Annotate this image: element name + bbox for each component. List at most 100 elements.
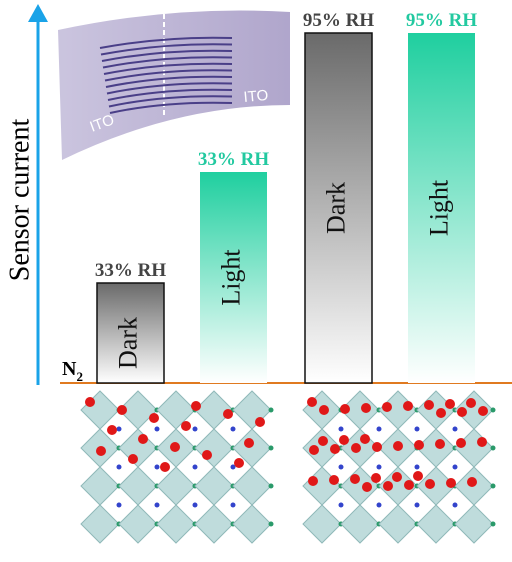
water: [435, 439, 445, 449]
atom: [268, 521, 274, 527]
water: [446, 478, 456, 488]
octahedron: [454, 504, 494, 544]
octahedron: [118, 466, 158, 506]
water: [382, 402, 392, 412]
octahedron: [156, 466, 196, 506]
water: [223, 409, 233, 419]
water: [149, 413, 159, 423]
bar-label: 95% RH: [406, 10, 477, 31]
molecule: [116, 426, 122, 432]
water: [329, 475, 339, 485]
octahedron: [232, 390, 272, 430]
water: [234, 458, 244, 468]
molecule: [338, 464, 344, 470]
molecule: [414, 464, 420, 470]
electrode-finger: [109, 101, 233, 114]
octahedron: [232, 466, 272, 506]
octahedron: [302, 504, 342, 544]
molecule: [154, 426, 160, 432]
molecule: [414, 426, 420, 432]
bar-inner-label: Dark: [113, 317, 142, 369]
water: [340, 404, 350, 414]
molecule: [414, 502, 420, 508]
octahedron: [194, 466, 234, 506]
bar: [200, 172, 267, 383]
bar: [96, 282, 165, 384]
water: [361, 403, 371, 413]
bar-inner-label: Light: [424, 179, 453, 236]
molecule: [452, 502, 458, 508]
octahedron: [156, 504, 196, 544]
molecule: [452, 464, 458, 470]
bar: [304, 32, 373, 384]
water: [362, 482, 372, 492]
atom: [268, 483, 274, 489]
water: [425, 479, 435, 489]
water: [96, 446, 106, 456]
octahedron: [378, 504, 418, 544]
water: [128, 454, 138, 464]
electrode-label: ITO: [243, 87, 269, 106]
water: [478, 406, 488, 416]
bar-label: 33% RH: [95, 260, 166, 281]
water: [191, 401, 201, 411]
axis-label: Sensor current: [4, 119, 35, 282]
molecule: [376, 502, 382, 508]
octahedron: [194, 504, 234, 544]
water: [360, 434, 370, 444]
water: [404, 480, 414, 490]
atom: [490, 407, 496, 413]
bar-label: 95% RH: [303, 10, 374, 31]
electrode-finger: [104, 69, 233, 82]
ito-device: ITO ITO: [58, 10, 290, 160]
bar-inner-label: Light: [216, 249, 245, 306]
electrode-finger: [100, 43, 233, 56]
octahedron: [302, 466, 342, 506]
molecule: [192, 426, 198, 432]
water: [255, 417, 265, 427]
water: [351, 443, 361, 453]
water: [392, 472, 402, 482]
octahedron: [232, 504, 272, 544]
water: [383, 481, 393, 491]
atom: [268, 445, 274, 451]
water: [445, 399, 455, 409]
molecule: [230, 464, 236, 470]
octahedron: [80, 466, 120, 506]
water: [170, 442, 180, 452]
water: [436, 408, 446, 418]
water: [244, 438, 254, 448]
molecule: [376, 464, 382, 470]
electrode-finger: [107, 88, 233, 101]
electrode-finger: [102, 56, 233, 69]
electrode-finger: [106, 82, 233, 95]
water: [477, 437, 487, 447]
electrode-finger: [103, 62, 233, 75]
octahedron: [454, 428, 494, 468]
water: [202, 450, 212, 460]
water: [393, 441, 403, 451]
water: [308, 476, 318, 486]
molecule: [154, 464, 160, 470]
water: [466, 398, 476, 408]
electrode-finger: [101, 49, 233, 62]
octahedron: [416, 390, 456, 430]
water: [371, 473, 381, 483]
molecule: [376, 426, 382, 432]
water: [307, 397, 317, 407]
water: [160, 462, 170, 472]
atom: [268, 407, 274, 413]
molecule: [230, 502, 236, 508]
water: [457, 407, 467, 417]
molecule: [116, 502, 122, 508]
octahedron: [416, 504, 456, 544]
molecule: [154, 502, 160, 508]
water: [339, 435, 349, 445]
molecule: [230, 426, 236, 432]
atom: [490, 483, 496, 489]
octahedron: [340, 466, 380, 506]
molecule: [192, 502, 198, 508]
arrow-head: [28, 4, 48, 22]
water: [85, 397, 95, 407]
